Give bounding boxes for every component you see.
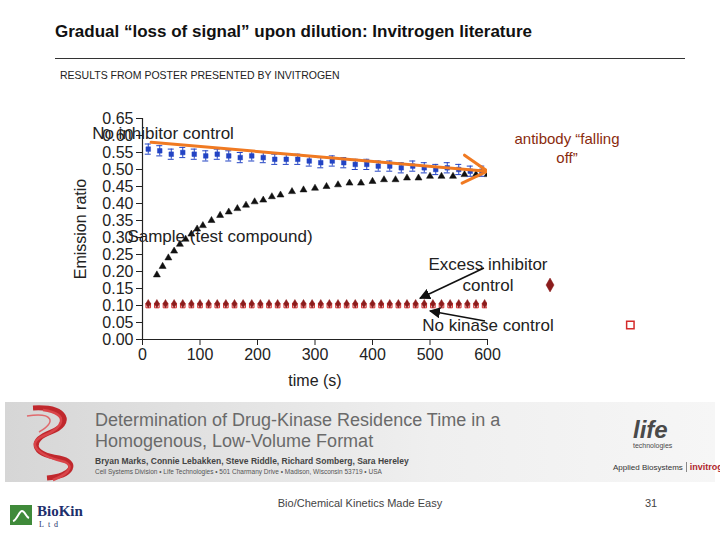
html-text:Bryan Marks, Connie Lebakken,: Bryan Marks, Connie Lebakken, Steve Ridd… [95,456,409,466]
svg-text:0.55: 0.55 [102,144,133,161]
html-text:Bio/Chemical Kinetics Made Eas: Bio/Chemical Kinetics Made Easy [277,497,443,509]
svg-text:400: 400 [359,346,386,363]
svg-text:0.25: 0.25 [102,246,133,263]
svg-text:0.45: 0.45 [102,178,133,195]
html-text:Ltd: Ltd [39,520,63,529]
html-text:RESULTS FROM POSTER PRESENTED: RESULTS FROM POSTER PRESENTED BY INVITRO… [60,69,340,81]
html-text:Cell Systems Division • Life T: Cell Systems Division • Life Technologie… [95,468,382,475]
svg-text:100: 100 [187,346,214,363]
html-text:life: life [633,416,668,443]
svg-text:200: 200 [244,346,271,363]
svg-text:Sample (test compound): Sample (test compound) [127,227,312,246]
html-text:BioKin: BioKin [37,503,83,519]
svg-text:0.00: 0.00 [102,331,133,348]
html-text:Determination of Drug-Kinase R: Determination of Drug-Kinase Residence T… [95,410,501,451]
svg-text:0.65: 0.65 [102,109,134,127]
html-text:antibody “falling off”: antibody “falling off” [514,130,620,166]
svg-text:0.05: 0.05 [102,314,133,331]
svg-text:time (s): time (s) [288,372,341,389]
svg-text:300: 300 [302,346,329,363]
svg-text:500: 500 [417,346,444,363]
svg-text:Emission ratio: Emission ratio [72,179,89,280]
svg-text:No kinase control: No kinase control [422,316,553,335]
svg-text:No inhibitor control: No inhibitor control [92,124,234,143]
html-text:31: 31 [645,497,658,509]
svg-text:0.10: 0.10 [102,297,133,314]
svg-text:0: 0 [138,346,147,363]
svg-text:0.35: 0.35 [102,211,134,229]
svg-text:control: control [462,276,513,295]
html-text:Gradual “loss of signal” upon: Gradual “loss of signal” upon dilution: … [55,22,532,41]
svg-text:0.20: 0.20 [102,263,133,280]
svg-text:0.30: 0.30 [102,228,134,246]
html-text:Applied Biosystems: Applied Biosystems [613,463,683,472]
svg-text:0.15: 0.15 [102,280,133,297]
html-text:technologies: technologies [633,442,673,449]
svg-text:0.50: 0.50 [102,161,133,178]
svg-text:0.40: 0.40 [102,195,133,212]
svg-text:600: 600 [474,346,501,363]
svg-text:Excess inhibitor: Excess inhibitor [428,255,547,274]
